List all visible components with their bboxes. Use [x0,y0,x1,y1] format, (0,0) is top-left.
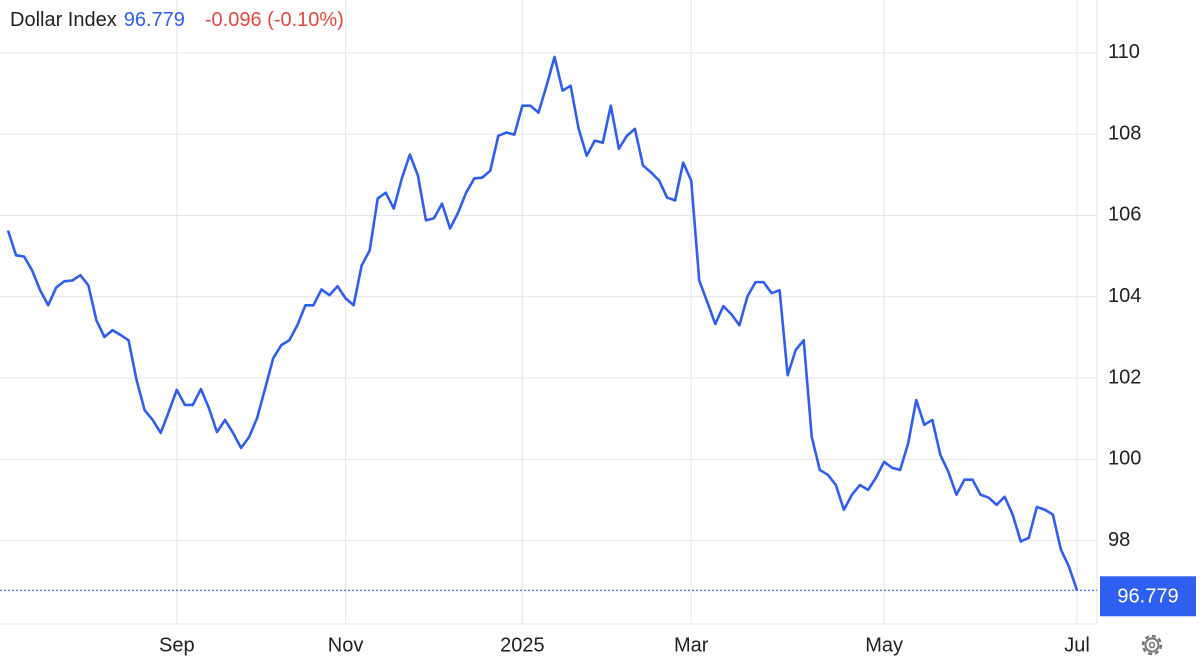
marks [0,55,1097,591]
y-tick-label: 110 [1108,41,1140,63]
line [6,55,1079,591]
gear-teeth [1141,634,1163,656]
x-tick-label: Mar [674,634,709,656]
y-tick-label: 100 [1108,448,1141,470]
last-value-box [1100,576,1196,617]
chart-title: Dollar Index [10,9,117,31]
y-tick-label: 108 [1108,122,1141,144]
x-tick-label: May [865,634,903,656]
x-tick-label: 2025 [500,634,545,656]
gear-hub [1148,641,1156,649]
price: 96.779 [124,9,185,31]
last-value-label: 96.779 [1117,586,1178,608]
x-tick-label: Nov [328,634,364,656]
y-tick-label: 106 [1108,204,1141,226]
change: -0.096 (-0.10%) [205,9,344,31]
gear-ring [1144,637,1160,653]
header: Dollar Index 96.779 -0.096 (-0.10%) [10,9,344,31]
y-tick-label: 104 [1108,285,1141,307]
x-tick-label: Jul [1064,634,1090,656]
y-tick-label: 98 [1108,529,1130,551]
x-tick-label: Sep [159,634,195,656]
y-tick-label: 102 [1108,366,1141,388]
grid [0,0,1097,624]
settings-icon[interactable] [1141,634,1163,656]
